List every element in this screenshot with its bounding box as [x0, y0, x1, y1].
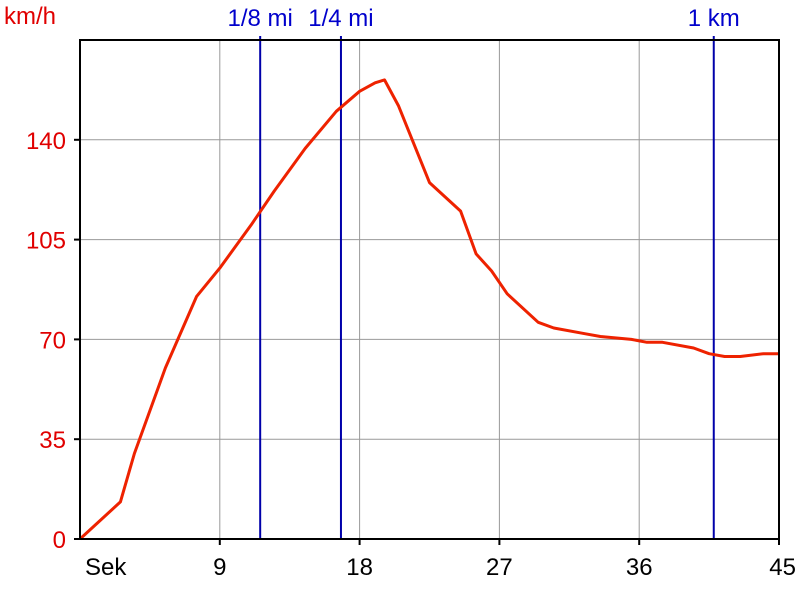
y-tick-labels: 0 35 70 105 140 [26, 128, 80, 554]
x-axis-label: Sek [85, 554, 127, 581]
y-tick-label: 105 [26, 228, 66, 255]
plot-frame [79, 39, 780, 540]
y-tick-label: 70 [39, 327, 66, 354]
grid-lines [80, 40, 779, 539]
y-tick-label: 35 [39, 427, 66, 454]
distance-marker-labels: 1/8 mi 1/4 mi 1 km [228, 5, 740, 32]
x-tick-label: 36 [626, 554, 653, 581]
x-tick-label: 27 [486, 554, 513, 581]
distance-marker-label: 1/4 mi [308, 5, 373, 32]
x-tick-label: 45 [769, 554, 796, 581]
distance-marker-label: 1/8 mi [228, 5, 293, 32]
x-tick-label: 18 [346, 554, 373, 581]
y-axis-unit-label: km/h [4, 3, 56, 30]
distance-markers [259, 36, 715, 539]
y-tick-label: 140 [26, 128, 66, 155]
distance-marker-label: 1 km [688, 5, 740, 32]
x-tick-label: 9 [213, 554, 226, 581]
y-tick-label: 0 [53, 527, 66, 554]
series-layer [78, 78, 779, 541]
speed-series-line [78, 78, 779, 541]
x-tick-labels: 9 18 27 36 45 [213, 539, 796, 581]
